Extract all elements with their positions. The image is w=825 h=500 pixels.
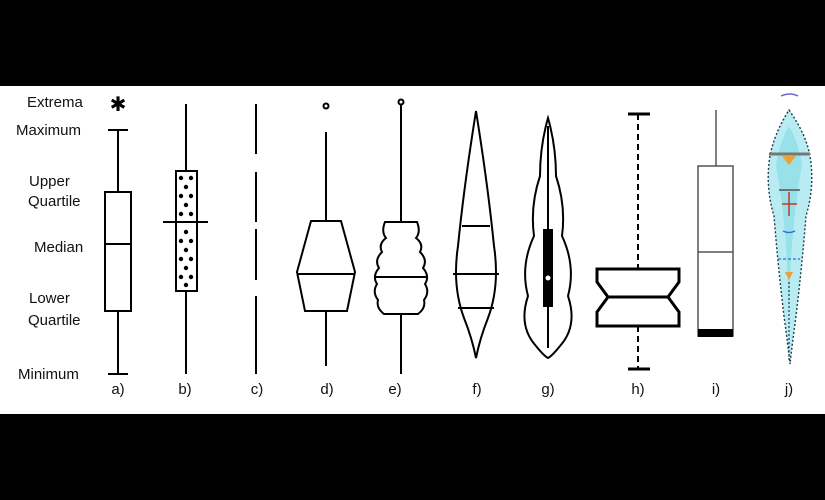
subfigure-label-e: e) — [388, 381, 402, 398]
boxplot-a — [104, 129, 132, 375]
label-upper-quartile-line1: Upper — [29, 173, 70, 190]
subfigure-label-h: h) — [631, 381, 645, 398]
label-extrema: Extrema — [27, 94, 83, 111]
subfigure-label-a: a) — [111, 381, 125, 398]
label-median: Median — [34, 239, 84, 256]
label-minimum: Minimum — [18, 366, 79, 383]
boxplot-d — [295, 102, 357, 366]
subfigure-label-d: d) — [320, 381, 334, 398]
boxplot-f — [453, 110, 499, 359]
label-lower-quartile-line2: Quartile — [28, 312, 81, 329]
subfigure-label-b: b) — [178, 381, 192, 398]
boxplot-b — [163, 104, 208, 374]
label-upper-quartile-line2: Quartile — [28, 193, 81, 210]
figure-panel: ✱ — [0, 86, 825, 414]
boxplot-g — [523, 114, 573, 360]
subfigure-label-j: j) — [784, 381, 794, 398]
boxplot-variants-diagram: ✱ — [104, 92, 813, 375]
boxplot-i — [697, 110, 734, 337]
box — [104, 191, 132, 312]
label-maximum: Maximum — [16, 122, 82, 139]
boxplot-h — [595, 112, 681, 371]
subfigure-label-f: f) — [472, 381, 482, 398]
subfigure-label-c: c) — [250, 381, 264, 398]
boxplot-i-base — [698, 329, 733, 337]
subfigure-label-i: i) — [711, 381, 721, 398]
boxplot-j — [767, 93, 813, 365]
label-lower-quartile-line1: Lower — [29, 290, 70, 307]
subfigure-label-g: g) — [541, 381, 555, 398]
outlier-asterisk: ✱ — [110, 92, 127, 116]
boxplot-e — [373, 98, 429, 374]
boxplot-b-dots — [178, 175, 194, 288]
